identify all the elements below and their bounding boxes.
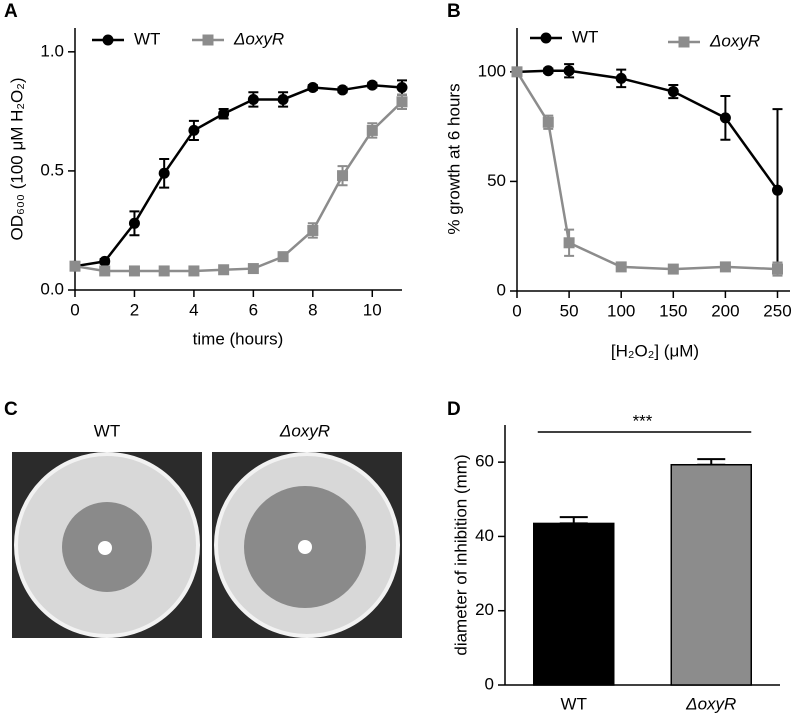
x-tick-label: WT (561, 694, 587, 713)
legend-label: ΔoxyR (233, 29, 284, 48)
data-point (158, 167, 170, 179)
x-tick-label: 150 (659, 301, 687, 320)
data-point (188, 124, 200, 136)
data-point (667, 263, 679, 275)
data-point (366, 124, 378, 136)
plate-label: WT (94, 421, 120, 440)
legend-marker (540, 32, 552, 44)
x-tick-label: 8 (308, 300, 317, 319)
legend-label: WT (572, 27, 598, 46)
legend-marker (202, 34, 214, 46)
data-point (247, 93, 259, 105)
data-point (128, 217, 140, 229)
panel-label: A (4, 1, 18, 22)
plate-label: ΔoxyR (279, 421, 330, 440)
x-axis-title: [H₂O₂] (μM) (611, 341, 699, 360)
series-line (74, 100, 403, 273)
x-tick-label: 100 (607, 301, 635, 320)
legend-marker (678, 36, 690, 48)
x-tick-label: 50 (560, 301, 579, 320)
data-point (563, 237, 575, 249)
x-tick-label: 4 (189, 300, 198, 319)
x-tick-label: ΔoxyR (685, 694, 736, 713)
data-point (615, 72, 627, 84)
data-point (128, 265, 140, 277)
y-axis-title: % growth at 6 hours (444, 83, 463, 234)
data-point (542, 116, 554, 128)
x-tick-label: 0 (512, 301, 521, 320)
x-tick-label: 0 (70, 300, 79, 319)
data-point (563, 65, 575, 77)
data-point (396, 96, 408, 108)
x-axis-title: time (hours) (193, 329, 284, 348)
series-line (74, 83, 403, 268)
legend-label: WT (134, 29, 160, 48)
y-axis-title: OD₆₀₀ (100 μM H₂O₂) (7, 78, 26, 241)
error-bar (559, 516, 588, 525)
y-tick-label: 50 (487, 171, 506, 190)
x-tick-label: 2 (130, 300, 139, 319)
data-point (247, 263, 259, 275)
data-point (99, 255, 111, 267)
data-point (158, 265, 170, 277)
y-tick-label: 100 (478, 61, 506, 80)
data-point (337, 84, 349, 96)
data-point (771, 184, 783, 196)
data-point (396, 82, 408, 94)
data-point (277, 251, 289, 263)
bar (670, 463, 752, 686)
data-point (69, 260, 81, 272)
y-tick-label: 60 (475, 452, 494, 471)
data-point (188, 265, 200, 277)
panel-label: B (447, 1, 461, 22)
data-point (337, 170, 349, 182)
legend-marker (102, 34, 114, 46)
y-tick-label: 0 (497, 280, 506, 299)
x-tick-label: 6 (249, 300, 258, 319)
x-tick-label: 250 (763, 301, 791, 320)
data-point (218, 108, 230, 120)
legend-label: ΔoxyR (709, 31, 760, 50)
data-point (307, 224, 319, 236)
data-point (366, 79, 378, 91)
panel-label: C (4, 399, 18, 420)
data-point (99, 265, 111, 277)
y-tick-label: 0 (485, 674, 494, 693)
disk (298, 540, 312, 554)
data-point (542, 65, 554, 77)
y-tick-label: 0.0 (40, 279, 64, 298)
data-point (771, 263, 783, 275)
disk (98, 541, 112, 555)
error-bar (697, 458, 726, 466)
series-line (515, 71, 778, 271)
data-point (218, 264, 230, 276)
x-tick-label: 200 (711, 301, 739, 320)
data-point (615, 261, 627, 273)
plate-photos (12, 452, 402, 638)
y-tick-label: 40 (475, 526, 494, 545)
data-point (277, 93, 289, 105)
x-tick-label: 10 (363, 300, 382, 319)
y-tick-label: 0.5 (40, 160, 64, 179)
data-point (719, 261, 731, 273)
y-tick-label: 20 (475, 600, 494, 619)
data-point (307, 82, 319, 94)
data-point (511, 66, 523, 78)
y-tick-label: 1.0 (40, 41, 64, 60)
y-axis-title: diameter of inhibition (mm) (451, 454, 470, 655)
panel-label: D (447, 399, 461, 420)
data-point (667, 86, 679, 98)
significance-label: *** (633, 411, 653, 430)
data-point (719, 112, 731, 124)
bar (533, 522, 615, 686)
